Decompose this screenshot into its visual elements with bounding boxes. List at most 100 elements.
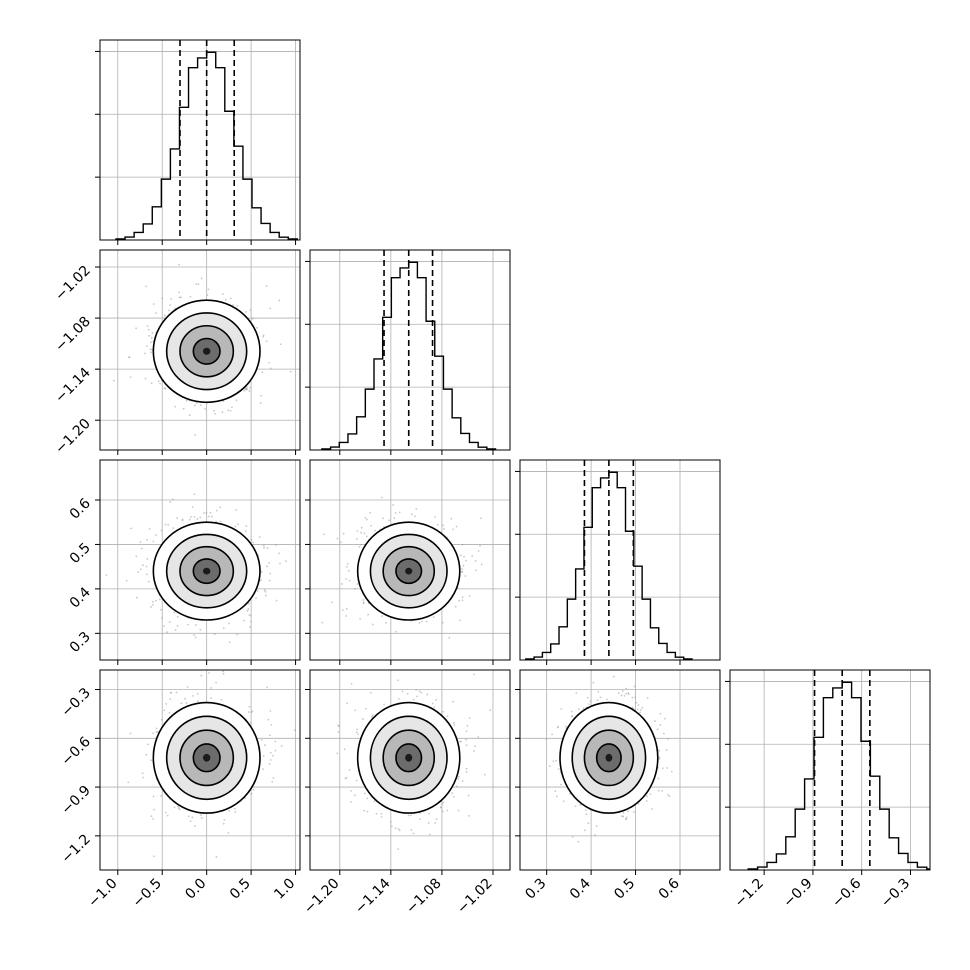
scatter-point (223, 819, 226, 821)
scatter-point (321, 621, 324, 624)
scatter-point (594, 834, 596, 836)
scatter-point (584, 809, 587, 812)
scatter-point (245, 386, 248, 389)
scatter-point (341, 583, 343, 585)
scatter-point (365, 518, 368, 521)
scatter-point (354, 709, 357, 712)
scatter-point (199, 404, 202, 407)
x-tick-label: −1.2 (732, 876, 767, 911)
scatter-point (269, 710, 272, 712)
panel-frame (729, 669, 931, 871)
scatter-point (280, 745, 283, 747)
scatter-point (269, 751, 272, 754)
scatter-point (194, 636, 197, 639)
scatter-point (105, 574, 108, 576)
scatter-point (146, 345, 148, 347)
scatter-point (261, 371, 264, 374)
x-tick-label: 0.5 (227, 876, 254, 903)
scatter-point (166, 814, 169, 817)
scatter-point (178, 296, 181, 299)
scatter-point (560, 783, 562, 786)
scatter-point (457, 809, 460, 812)
scatter-point (659, 724, 662, 726)
scatter-point (446, 809, 449, 812)
scatter-point (186, 686, 189, 688)
density-fill (405, 567, 413, 575)
scatter-point (475, 569, 477, 572)
scatter-point (229, 297, 232, 300)
scatter-point (369, 511, 372, 514)
scatter-point (461, 596, 464, 599)
scatter-point (168, 309, 170, 312)
scatter-point (645, 795, 648, 797)
scatter-point (625, 692, 628, 695)
scatter-point (371, 714, 374, 716)
scatter-point (661, 790, 663, 792)
x-tick-label: −1.14 (352, 875, 394, 917)
density-fill (605, 753, 613, 762)
scatter-point (143, 352, 146, 355)
scatter-point (232, 304, 234, 307)
scatter-point (245, 311, 247, 313)
scatter-point (168, 621, 171, 623)
scatter-point (398, 511, 401, 514)
scatter-point (174, 629, 177, 631)
density-fill (405, 753, 413, 762)
scatter-point (262, 755, 265, 757)
scatter-point (237, 523, 239, 526)
scatter-point (155, 731, 158, 734)
x-tick-label: 0.0 (182, 876, 209, 903)
scatter-point (356, 530, 359, 532)
scatter-point (266, 686, 269, 689)
scatter-point (268, 361, 270, 364)
scatter-point (633, 811, 635, 813)
plot-area (310, 670, 510, 870)
scatter-point (221, 293, 224, 296)
scatter-point (667, 738, 669, 740)
scatter-point (649, 793, 652, 796)
scatter-point (353, 794, 356, 797)
scatter-point (363, 809, 366, 812)
scatter-point (215, 681, 217, 684)
scatter-point (177, 805, 179, 808)
scatter-point (366, 810, 369, 813)
scatter-point (636, 708, 639, 711)
scatter-point (426, 693, 429, 696)
panel-frame (309, 669, 511, 871)
scatter-point (267, 718, 270, 721)
histogram-panel-2 (305, 249, 511, 455)
scatter-point (356, 537, 358, 540)
scatter-point (152, 795, 155, 798)
scatter-point (176, 625, 179, 627)
scatter-point (434, 822, 437, 824)
scatter-point (244, 530, 247, 533)
scatter-point (597, 690, 600, 693)
scatter-point (284, 560, 287, 563)
scatter-point (190, 248, 192, 250)
scatter-point (363, 792, 366, 795)
scatter-point (348, 579, 351, 582)
contour-line (382, 545, 436, 597)
scatter-point (222, 670, 224, 673)
scatter-point (127, 781, 130, 784)
scatter-point (149, 348, 152, 351)
scatter-point (152, 732, 155, 735)
scatter-point (142, 564, 144, 567)
panel-frame (519, 669, 721, 871)
scatter-point (467, 794, 470, 797)
scatter-point (249, 626, 252, 629)
panel-frame (99, 669, 301, 871)
contour-line (152, 521, 261, 621)
scatter-point (451, 792, 454, 795)
scatter-point (418, 818, 421, 820)
scatter-point (150, 382, 153, 385)
scatter-point (337, 731, 340, 734)
scatter-point (145, 565, 148, 568)
scatter-point (150, 759, 153, 762)
scatter-point (631, 696, 634, 699)
scatter-point (637, 802, 640, 805)
scatter-point (347, 569, 350, 572)
scatter-point (350, 682, 353, 685)
contour-line (152, 701, 261, 814)
scatter-point (570, 710, 573, 713)
